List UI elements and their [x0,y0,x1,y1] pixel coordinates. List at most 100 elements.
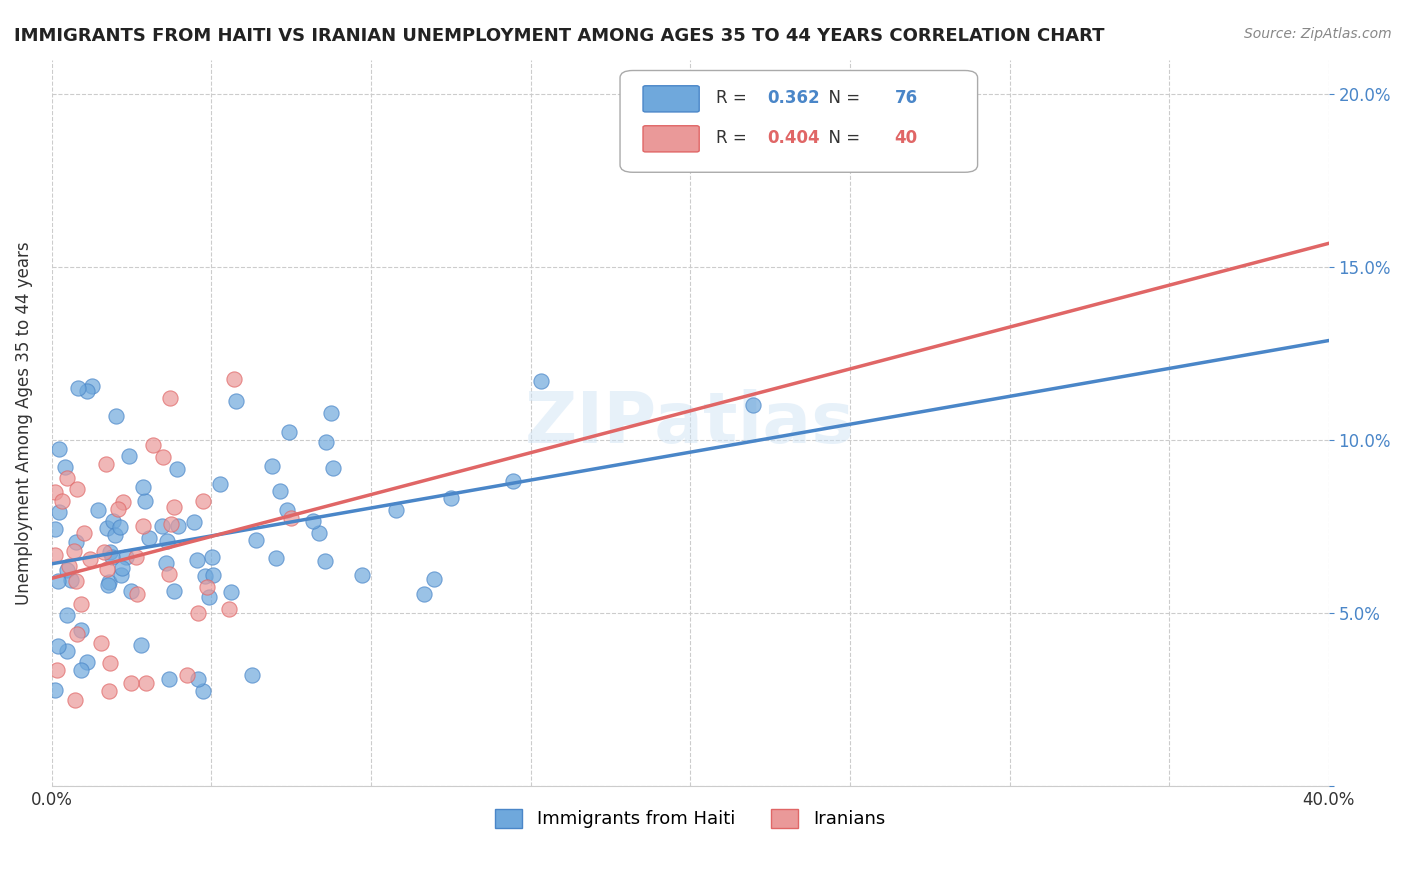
Point [65,693,87,707]
Point [157,567,180,582]
Point [44,484,66,499]
Point [93,544,115,558]
Text: 40: 40 [894,129,918,147]
Point [314,553,336,567]
Point [55,607,77,622]
FancyBboxPatch shape [643,86,699,112]
Point [66,482,89,496]
FancyBboxPatch shape [643,126,699,152]
Point [302,514,325,528]
Point [127,587,149,601]
Point [62,544,84,558]
Y-axis label: Unemployment Among Ages 35 to 44 years: Unemployment Among Ages 35 to 44 years [15,241,32,605]
Point [98,545,121,559]
Point [422,572,444,586]
Point [245,533,267,547]
Point [46,574,69,588]
Text: R =: R = [716,89,752,107]
Point [352,567,374,582]
Point [280,510,302,524]
Point [56,471,79,485]
Point [56,644,79,658]
Point [322,461,344,475]
Point [107,502,129,516]
Point [110,567,132,582]
Point [134,493,156,508]
Point [96,562,118,576]
Point [51,494,73,508]
FancyBboxPatch shape [620,70,977,172]
Point [60,573,83,587]
Point [94,457,117,471]
Point [111,495,134,509]
Text: ZIPatlas: ZIPatlas [526,389,855,458]
Point [208,476,231,491]
Point [97,575,120,590]
Point [76,655,98,669]
Point [156,534,179,549]
Point [412,587,434,601]
Text: 76: 76 [894,89,918,107]
Point [118,449,141,463]
Point [502,474,524,488]
Point [82,378,104,392]
Point [187,672,209,686]
Point [69,663,91,677]
Point [202,568,225,582]
Point [48,505,70,519]
Point [315,435,337,450]
Point [125,549,148,564]
Point [65,534,87,549]
Point [70,624,93,638]
Point [131,638,153,652]
Point [150,519,173,533]
Point [101,550,124,565]
Point [269,483,291,498]
Point [195,580,218,594]
Point [191,683,214,698]
Point [240,668,263,682]
Point [101,515,124,529]
Point [65,574,87,588]
Point [225,394,247,409]
Point [76,384,98,398]
Text: 0.362: 0.362 [766,89,820,107]
Text: N =: N = [818,89,865,107]
Point [79,551,101,566]
Point [104,528,127,542]
Point [319,406,342,420]
Point [96,520,118,534]
Point [135,676,157,690]
Point [183,516,205,530]
Point [58,559,80,574]
Point [138,531,160,545]
Point [186,552,208,566]
Point [163,500,186,514]
Point [53,460,76,475]
Point [70,597,93,611]
Point [44,682,66,697]
Text: IMMIGRANTS FROM HAITI VS IRANIAN UNEMPLOYMENT AMONG AGES 35 TO 44 YEARS CORRELAT: IMMIGRANTS FROM HAITI VS IRANIAN UNEMPLO… [14,27,1105,45]
Point [66,626,89,640]
Point [131,519,153,533]
Point [187,607,209,621]
Text: Source: ZipAtlas.com: Source: ZipAtlas.com [1244,27,1392,41]
Point [115,549,138,564]
Point [193,494,215,508]
Point [142,438,165,452]
Point [222,372,245,386]
Point [159,672,181,686]
Point [219,584,242,599]
Point [90,636,112,650]
Point [97,578,120,592]
Point [159,391,181,405]
Point [160,516,183,531]
Point [218,602,240,616]
Point [163,583,186,598]
Point [264,551,287,566]
Point [44,548,66,562]
Legend: Immigrants from Haiti, Iranians: Immigrants from Haiti, Iranians [488,802,893,836]
Point [98,657,121,671]
Point [176,667,198,681]
Point [87,502,110,516]
